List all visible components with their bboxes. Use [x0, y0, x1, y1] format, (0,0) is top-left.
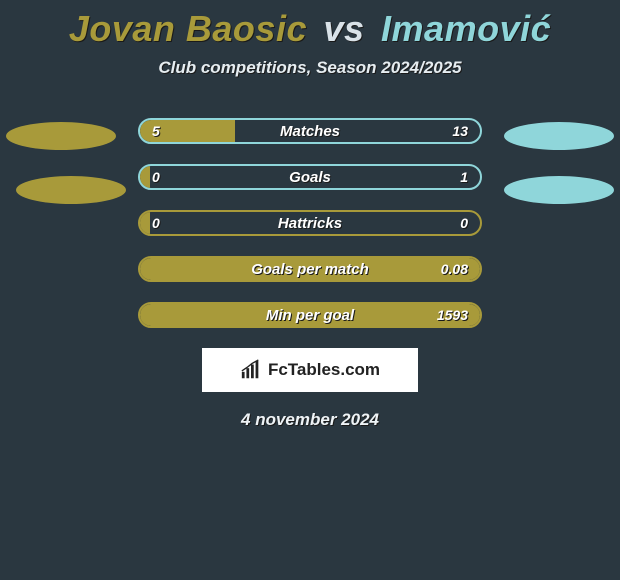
player2-badge-1	[504, 122, 614, 150]
stat-row: Goals per match0.08	[138, 256, 482, 282]
player1-badge-2	[16, 176, 126, 204]
stat-value-right: 0.08	[441, 261, 468, 277]
stat-value-right: 1	[460, 169, 468, 185]
stat-row: Min per goal1593	[138, 302, 482, 328]
stat-row: 0Hattricks0	[138, 210, 482, 236]
player2-badge-2	[504, 176, 614, 204]
stat-row: 5Matches13	[138, 118, 482, 144]
date-label: 4 november 2024	[0, 410, 620, 430]
stat-value-right: 1593	[437, 307, 468, 323]
page-title: Jovan Baosic vs Imamović	[0, 0, 620, 50]
stat-metric-label: Hattricks	[140, 215, 480, 232]
stat-row: 0Goals1	[138, 164, 482, 190]
logo-text: FcTables.com	[268, 360, 380, 380]
stat-metric-label: Goals per match	[140, 261, 480, 278]
stat-metric-label: Min per goal	[140, 307, 480, 324]
stat-value-right: 13	[452, 123, 468, 139]
player1-badge-1	[6, 122, 116, 150]
stat-metric-label: Goals	[140, 169, 480, 186]
player1-name: Jovan Baosic	[69, 8, 307, 49]
stat-metric-label: Matches	[140, 123, 480, 140]
logo-box: FcTables.com	[202, 348, 418, 392]
player2-name: Imamović	[381, 8, 551, 49]
vs-label: vs	[323, 8, 364, 49]
stat-value-right: 0	[460, 215, 468, 231]
comparison-bars: 5Matches130Goals10Hattricks0Goals per ma…	[138, 118, 482, 328]
subtitle: Club competitions, Season 2024/2025	[0, 58, 620, 78]
barchart-icon	[240, 359, 262, 381]
